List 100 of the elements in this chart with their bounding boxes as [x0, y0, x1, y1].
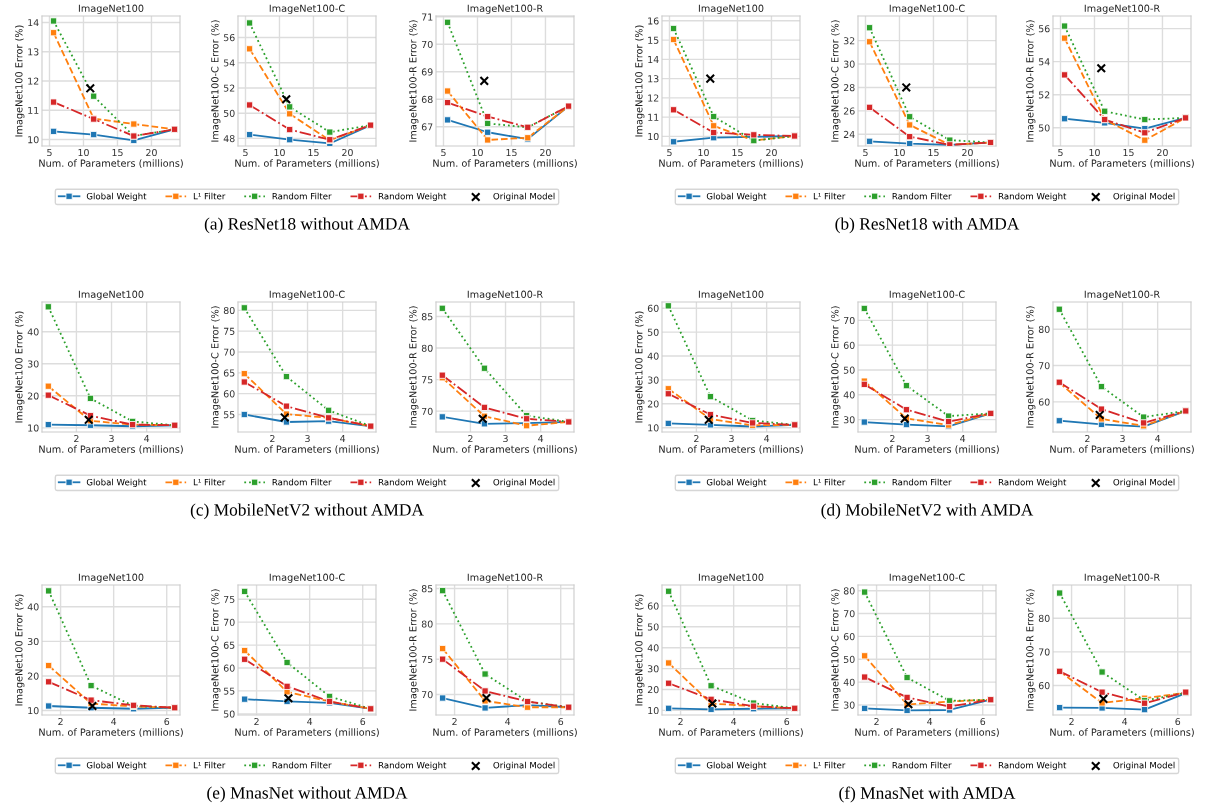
- chart-title: ImageNet100-C: [269, 290, 345, 300]
- text: (b) ResNet18 with AMDA: [835, 217, 1020, 234]
- y-tick-label: 48: [223, 135, 235, 143]
- x-tick-label: 10: [894, 148, 905, 157]
- x-tick-label: 20: [540, 148, 551, 157]
- x-axis-title: Num. of Parameters (millions): [39, 159, 183, 168]
- chart-title: ImageNet100-R: [467, 573, 543, 583]
- y-tick-label: 40: [27, 328, 39, 336]
- legend-label: L¹ Filter: [193, 192, 226, 200]
- x-axis-title: Num. of Parameters (millions): [39, 445, 183, 454]
- y-tick-label: 60: [223, 390, 235, 398]
- y-axis-title: ImageNet100-C Error (%): [831, 20, 841, 142]
- chart-title: ImageNet100-C: [889, 290, 965, 300]
- y-tick-label: 75: [223, 327, 235, 335]
- y-axis-title: ImageNet100-C Error (%): [831, 589, 841, 711]
- x-tick-label: 4: [144, 435, 150, 442]
- chart-title: ImageNet100-R: [1084, 573, 1160, 583]
- y-tick-label: 11: [28, 106, 39, 114]
- x-axis-title: Num. of Parameters (millions): [1050, 445, 1194, 454]
- x-tick-label: 5: [1058, 149, 1063, 157]
- x-tick-label: 20: [1157, 148, 1168, 157]
- y-tick-label: 40: [647, 352, 659, 360]
- y-tick-label: 13: [28, 48, 39, 56]
- legend-label: Random Weight: [378, 478, 447, 488]
- y-tick-label: 10: [28, 136, 39, 144]
- y-axis-title: ImageNet100-C Error (%): [211, 589, 221, 711]
- y-axis-title: ImageNet100-R Error (%): [1026, 306, 1036, 428]
- text: (f) MnasNet with AMDA: [839, 786, 1016, 803]
- y-tick-label: 50: [843, 655, 855, 663]
- y-tick-label: 10: [648, 132, 659, 141]
- y-tick-label: 52: [1038, 91, 1050, 99]
- y-tick-label: 40: [647, 644, 659, 652]
- x-tick-label: 15: [506, 149, 517, 157]
- legend-label: Global Weight: [86, 478, 147, 488]
- x-tick-label: 3: [305, 434, 310, 443]
- x-tick-label: 4: [731, 718, 737, 725]
- chart-title: ImageNet100: [698, 290, 764, 300]
- y-tick-label: 70: [421, 407, 433, 415]
- x-tick-label: 2: [74, 434, 79, 442]
- x-axis-title: Num. of Parameters (millions): [433, 728, 577, 737]
- y-tick-label: 12: [648, 94, 659, 102]
- x-tick-label: 5: [441, 149, 446, 157]
- legend-label: Random Filter: [272, 192, 332, 200]
- x-tick-label: 15: [928, 149, 939, 157]
- legend-label: Random Weight: [378, 761, 447, 771]
- x-axis-title: Num. of Parameters (millions): [235, 159, 379, 168]
- y-tick-label: 11: [648, 113, 659, 121]
- y-tick-label: 30: [647, 665, 659, 673]
- x-tick-label: 4: [927, 718, 933, 725]
- y-tick-label: 85: [421, 313, 433, 321]
- x-tick-label: 2: [468, 434, 473, 442]
- x-tick-label: 2: [1085, 434, 1090, 442]
- y-tick-label: 50: [647, 328, 659, 336]
- y-axis-title: ImageNet100-R Error (%): [409, 20, 419, 142]
- chart-title: ImageNet100-R: [467, 4, 543, 14]
- y-tick-label: 20: [27, 672, 39, 680]
- x-tick-label: 2: [270, 434, 275, 442]
- y-tick-label: 30: [27, 360, 39, 368]
- x-tick-label: 5: [863, 149, 868, 157]
- x-axis-title: Num. of Parameters (millions): [235, 728, 379, 737]
- legend-label: Random Filter: [272, 478, 332, 486]
- y-axis-title: ImageNet100 Error (%): [15, 594, 25, 706]
- y-tick-label: 60: [1038, 682, 1050, 690]
- y-tick-label: 67: [421, 123, 433, 131]
- legend-label: Global Weight: [706, 478, 767, 488]
- chart-title: ImageNet100: [78, 573, 144, 583]
- x-tick-label: 4: [340, 435, 346, 442]
- legend-label: Random Weight: [998, 761, 1067, 771]
- legend-label: Random Filter: [892, 478, 952, 486]
- y-tick-label: 60: [223, 664, 235, 672]
- x-tick-label: 2: [890, 434, 895, 442]
- x-tick-label: 6: [558, 717, 564, 726]
- chart-title: ImageNet100-R: [1084, 4, 1160, 14]
- y-tick-label: 30: [843, 416, 855, 424]
- x-tick-label: 4: [111, 718, 117, 725]
- y-axis-title: ImageNet100-C Error (%): [831, 306, 841, 428]
- y-tick-label: 55: [223, 411, 235, 419]
- x-tick-label: 10: [1089, 148, 1100, 157]
- y-tick-label: 60: [843, 632, 855, 641]
- y-tick-label: 70: [1038, 362, 1050, 370]
- x-tick-label: 10: [274, 148, 285, 157]
- legend-label: Global Weight: [706, 192, 767, 202]
- y-tick-label: 50: [223, 109, 235, 117]
- y-tick-label: 20: [27, 392, 39, 400]
- legend-label: Random Filter: [892, 761, 952, 769]
- x-tick-label: 15: [1123, 149, 1134, 157]
- chart-title: ImageNet100: [698, 573, 764, 583]
- y-axis-title: ImageNet100-R Error (%): [1026, 20, 1036, 142]
- x-axis-title: Num. of Parameters (millions): [855, 728, 999, 737]
- y-tick-label: 10: [648, 424, 659, 432]
- legend-label: Global Weight: [706, 761, 767, 771]
- y-tick-label: 80: [421, 344, 433, 352]
- x-axis-title: Num. of Parameters (millions): [855, 445, 999, 454]
- x-tick-label: 3: [109, 434, 114, 443]
- chart-title: ImageNet100-R: [1084, 290, 1160, 300]
- x-axis-title: Num. of Parameters (millions): [433, 445, 577, 454]
- x-tick-label: 4: [1122, 718, 1128, 725]
- y-tick-label: 40: [843, 391, 855, 399]
- x-tick-label: 20: [962, 148, 973, 157]
- x-tick-label: 2: [874, 717, 879, 725]
